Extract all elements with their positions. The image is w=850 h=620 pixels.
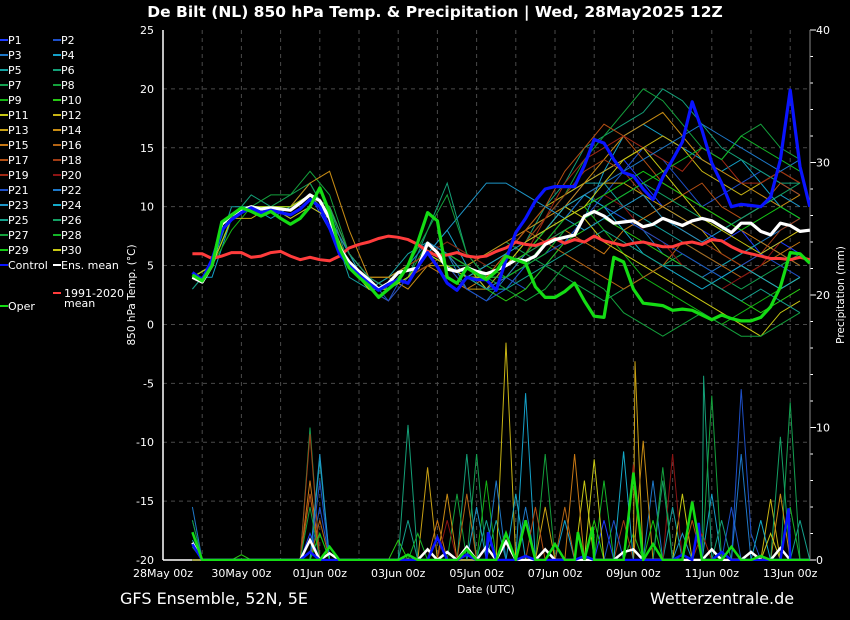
legend-label-p15: P15 <box>8 139 29 152</box>
x-tick-label: 30May 00z <box>211 567 271 580</box>
x-tick-label: 01Jun 00z <box>293 567 348 580</box>
legend-label-p22: P22 <box>61 184 82 197</box>
y2-tick-label: 40 <box>816 24 830 37</box>
x-tick-label: 09Jun 00z <box>606 567 661 580</box>
grid <box>163 30 810 560</box>
legend-label-p6: P6 <box>61 64 75 77</box>
footer-model-info: GFS Ensemble, 52N, 5E <box>120 589 308 608</box>
legend-label-p26: P26 <box>61 214 82 227</box>
legend-label-p5: P5 <box>8 64 22 77</box>
legend-label-p12: P12 <box>61 109 82 122</box>
y-tick-label: 10 <box>140 201 154 214</box>
y-axis-label: 850 hPa Temp. (°C) <box>126 244 138 345</box>
precip-line-p2 <box>191 389 810 561</box>
legend-label-oper: Oper <box>8 300 35 313</box>
y-tick-label: 15 <box>140 142 154 155</box>
y-tick-label: -15 <box>136 495 154 508</box>
legend-label-p11: P11 <box>8 109 29 122</box>
y2-axis-label: Precipitation (mm) <box>835 246 847 344</box>
legend-label-p30: P30 <box>61 244 82 257</box>
legend-label-p7: P7 <box>8 79 22 92</box>
legend-label-p10: P10 <box>61 94 82 107</box>
x-tick-label: 13Jun 00z <box>763 567 818 580</box>
y-tick-label: 0 <box>147 318 154 331</box>
x-axis-label: Date (UTC) <box>457 584 514 596</box>
x-tick-label: 05Jun 00z <box>449 567 504 580</box>
legend-label-p23: P23 <box>8 199 29 212</box>
temp-line-p14 <box>192 111 801 290</box>
legend-label-p25: P25 <box>8 214 29 227</box>
y2-tick-label: 0 <box>816 554 823 567</box>
legend-label-p1: P1 <box>8 34 22 47</box>
precip-line-p4 <box>191 393 810 561</box>
temp-line-control <box>191 88 810 292</box>
footer-site-name: Wetterzentrale.de <box>650 589 794 608</box>
precip-line-p27 <box>191 395 810 561</box>
legend-label-p8: P8 <box>61 79 75 92</box>
y-tick-label: 20 <box>140 83 154 96</box>
legend-label-p14: P14 <box>61 124 82 137</box>
y-tick-label: -20 <box>136 554 154 567</box>
temp-line-ens-mean <box>191 193 810 291</box>
legend-label-p18: P18 <box>61 154 82 167</box>
legend-label-ens-mean: Ens. mean <box>61 259 119 272</box>
legend-label-p21: P21 <box>8 184 29 197</box>
legend-label-p3: P3 <box>8 49 22 62</box>
y2-tick-label: 10 <box>816 422 830 435</box>
temp-line-climate-mean <box>192 234 810 263</box>
legend-label-p27: P27 <box>8 229 29 242</box>
y2-tick-label: 30 <box>816 157 830 170</box>
precip-line-oper <box>191 472 810 561</box>
legend: P1 P2 P3 P4 P5 P6 P7 P8 P9 P10 P11 P12 P13 P14 P15 P16 P… <box>0 34 124 313</box>
temp-line-oper <box>191 186 810 323</box>
legend-label-control: Control <box>8 259 48 272</box>
legend-label-p28: P28 <box>61 229 82 242</box>
y2-tick-label: 20 <box>816 289 830 302</box>
legend-label-p20: P20 <box>61 169 82 182</box>
x-tick-label: 28May 00z <box>133 567 193 580</box>
chart-title: De Bilt (NL) 850 hPa Temp. & Precipitati… <box>147 3 723 22</box>
legend-label-p13: P13 <box>8 124 29 137</box>
y-tick-label: 25 <box>140 24 154 37</box>
y-tick-label: 5 <box>147 260 154 273</box>
x-tick-label: 03Jun 00z <box>371 567 426 580</box>
legend-label-p4: P4 <box>61 49 75 62</box>
x-tick-label: 11Jun 00z <box>685 567 740 580</box>
y-tick-label: -10 <box>136 436 154 449</box>
series-layer <box>191 88 810 561</box>
legend-label-p2: P2 <box>61 34 75 47</box>
y-tick-label: -5 <box>143 377 154 390</box>
legend-label-p24: P24 <box>61 199 82 212</box>
legend-label-p17: P17 <box>8 154 29 167</box>
temp-line-p6 <box>192 88 800 290</box>
legend-label-p9: P9 <box>8 94 22 107</box>
x-tick-label: 07Jun 00z <box>528 567 583 580</box>
legend-label-climate-mean: 1991-2020 <box>64 287 124 300</box>
legend-label-p19: P19 <box>8 169 29 182</box>
legend-label-p16: P16 <box>61 139 82 152</box>
temp-line-p8 <box>192 88 801 290</box>
legend-label-climate-mean-line2: mean <box>64 297 95 310</box>
legend-label-p29: P29 <box>8 244 29 257</box>
